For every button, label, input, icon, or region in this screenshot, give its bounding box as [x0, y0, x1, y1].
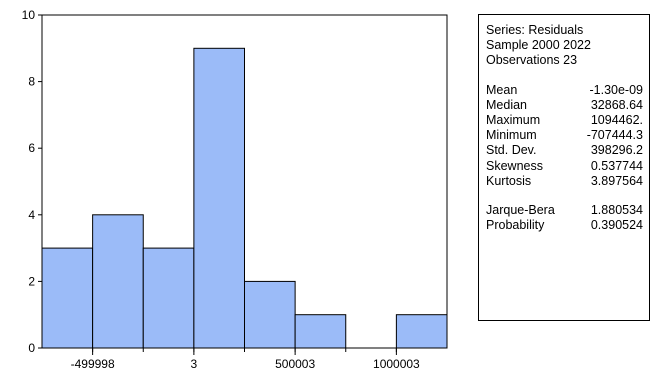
x-tick-label: 3 — [191, 357, 198, 371]
stat-row: Mean -1.30e-09 — [486, 83, 643, 98]
histogram-bar — [395, 314, 448, 349]
y-tick-label: 4 — [28, 208, 35, 222]
stat-label: Mean — [486, 82, 518, 97]
y-tick-label: 10 — [22, 8, 36, 22]
test-value: 1.880534 — [590, 203, 643, 218]
stat-label: Maximum — [486, 113, 541, 128]
stat-value: 32868.64 — [590, 97, 643, 112]
stat-value: 0.537744 — [590, 158, 643, 173]
stat-value: -707444.3 — [586, 128, 643, 143]
histogram-chart: 0 2 4 6 8 10 -499998 3 500003 1000003 — [22, 8, 448, 371]
stat-label: Skewness — [486, 158, 543, 173]
y-tick-label: 8 — [28, 75, 35, 89]
test-label: Probability — [486, 218, 545, 233]
stat-row: Maximum 1094462. — [486, 113, 643, 128]
stat-label: Kurtosis — [486, 173, 532, 188]
y-tick-label: 2 — [28, 274, 35, 288]
stat-value: -1.30e-09 — [589, 82, 643, 97]
y-tick-label: 6 — [28, 141, 35, 155]
observations-count: Observations 23 — [486, 53, 578, 68]
histogram-bar — [41, 247, 94, 349]
stat-row: Median 32868.64 — [486, 98, 643, 113]
x-tick-label: -499998 — [71, 357, 115, 371]
stat-row: Skewness 0.537744 — [486, 159, 643, 174]
stat-value: 3.897564 — [590, 173, 643, 188]
x-tick-label: 1000003 — [373, 357, 420, 371]
stat-row: Minimum -707444.3 — [486, 128, 643, 143]
stat-label: Minimum — [486, 128, 537, 143]
histogram-bar — [193, 47, 245, 349]
stat-row: Kurtosis 3.897564 — [486, 174, 643, 189]
sample-range: Sample 2000 2022 — [486, 38, 591, 53]
stat-value: 1094462. — [590, 113, 643, 128]
statistics-panel: Series: Residuals Sample 2000 2022 Obser… — [478, 14, 650, 321]
histogram-bar — [142, 247, 195, 349]
stat-label: Median — [486, 97, 527, 112]
y-tick-label: 0 — [28, 341, 35, 355]
test-row: Probability 0.390524 — [486, 218, 643, 233]
histogram-bar — [92, 214, 144, 349]
histogram-bar — [294, 314, 347, 349]
series-name: Series: Residuals — [486, 23, 584, 37]
histogram-bar — [244, 280, 296, 349]
x-tick-label: 500003 — [275, 357, 315, 371]
test-value: 0.390524 — [590, 218, 643, 233]
test-row: Jarque-Bera 1.880534 — [486, 203, 643, 218]
stat-value: 398296.2 — [590, 143, 643, 158]
stat-row: Std. Dev. 398296.2 — [486, 143, 643, 158]
test-label: Jarque-Bera — [486, 203, 555, 218]
stat-label: Std. Dev. — [486, 143, 537, 158]
